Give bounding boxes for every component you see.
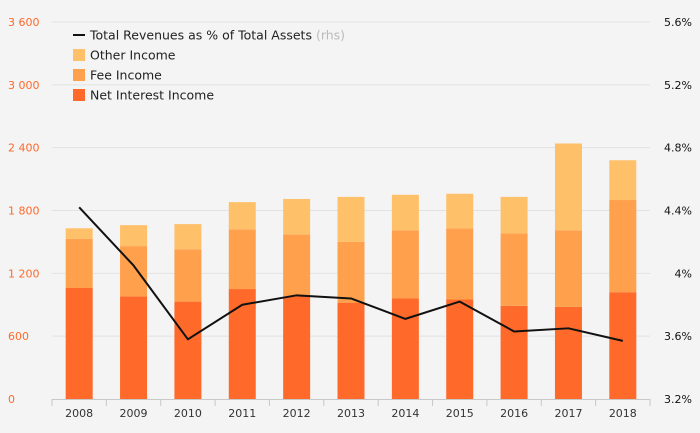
legend-label-main: Total Revenues as % of Total Assets xyxy=(89,28,316,43)
bar-segment xyxy=(446,228,474,300)
bar-segment xyxy=(65,228,93,239)
y-right-tick-label: 4.4% xyxy=(664,205,692,218)
x-tick-label: 2011 xyxy=(228,407,256,420)
bar-segment xyxy=(554,143,582,231)
bar-segment xyxy=(609,292,637,399)
bar-segment xyxy=(174,301,202,399)
bar-segment xyxy=(283,198,311,235)
x-tick-label: 2014 xyxy=(391,407,419,420)
bar-segment xyxy=(446,193,474,229)
bar-segment xyxy=(500,233,528,306)
y-right-tick-label: 3.2% xyxy=(664,393,692,406)
bar-segment xyxy=(500,305,528,399)
bars xyxy=(65,143,637,399)
y-left-tick-label: 1 800 xyxy=(8,205,40,218)
x-tick-label: 2012 xyxy=(283,407,311,420)
y-left-tick-label: 2 400 xyxy=(8,142,40,155)
bar-segment xyxy=(609,200,637,293)
bar-segment xyxy=(337,302,365,399)
y-left-tick-label: 1 200 xyxy=(8,267,40,280)
legend-swatch xyxy=(73,89,85,101)
x-tick-label: 2015 xyxy=(446,407,474,420)
legend-label: Total Revenues as % of Total Assets (rhs… xyxy=(89,28,345,43)
y-right-tick-label: 4.8% xyxy=(664,142,692,155)
bar-segment xyxy=(391,194,419,231)
y-left-tick-label: 600 xyxy=(8,330,29,343)
bar-segment xyxy=(120,225,148,247)
y-left-tick-label: 0 xyxy=(8,393,15,406)
bar-segment xyxy=(337,241,365,303)
bar-segment xyxy=(65,238,93,288)
y-right-tick-label: 5.2% xyxy=(664,79,692,92)
x-tick-label: 2016 xyxy=(500,407,528,420)
x-tick-label: 2008 xyxy=(65,407,93,420)
bar-segment xyxy=(283,234,311,297)
legend-swatch xyxy=(73,69,85,81)
y-right-tick-label: 4% xyxy=(675,267,692,280)
bar-segment xyxy=(228,229,256,290)
bar-segment xyxy=(228,202,256,230)
bar-segment xyxy=(174,249,202,302)
legend-label: Other Income xyxy=(90,48,176,63)
y-left-tick-label: 3 600 xyxy=(8,16,40,29)
legend-swatch xyxy=(73,49,85,61)
legend-label: Net Interest Income xyxy=(90,88,214,103)
axes: 0 3.2% 600 3.6% 1 200 4% 1 800 4.4% 2 400 4.8% 3 0… xyxy=(8,16,692,420)
bar-segment xyxy=(120,246,148,297)
bar-segment xyxy=(391,230,419,299)
legend-label-rhs: (rhs) xyxy=(316,28,345,43)
x-tick-label: 2018 xyxy=(609,407,637,420)
bar-segment xyxy=(391,298,419,399)
bar-segment xyxy=(609,160,637,201)
bar-segment xyxy=(500,196,528,234)
legend: Total Revenues as % of Total Assets (rhs… xyxy=(73,28,345,103)
bar-segment xyxy=(174,224,202,250)
bar-segment xyxy=(554,306,582,399)
bar-segment xyxy=(228,289,256,399)
x-tick-label: 2009 xyxy=(120,407,148,420)
y-left-tick-label: 3 000 xyxy=(8,79,40,92)
bar-segment xyxy=(554,230,582,307)
y-right-tick-label: 5.6% xyxy=(664,16,692,29)
x-tick-label: 2010 xyxy=(174,407,202,420)
bar-segment xyxy=(65,287,93,399)
bar-segment xyxy=(283,296,311,399)
y-right-tick-label: 3.6% xyxy=(664,330,692,343)
bar-segment xyxy=(446,299,474,399)
x-tick-label: 2013 xyxy=(337,407,365,420)
bar-segment xyxy=(120,296,148,399)
x-tick-label: 2017 xyxy=(554,407,582,420)
revenue-ratio-line xyxy=(78,206,624,342)
line-series xyxy=(78,206,624,342)
bar-segment xyxy=(337,196,365,242)
legend-label: Fee Income xyxy=(90,68,162,83)
